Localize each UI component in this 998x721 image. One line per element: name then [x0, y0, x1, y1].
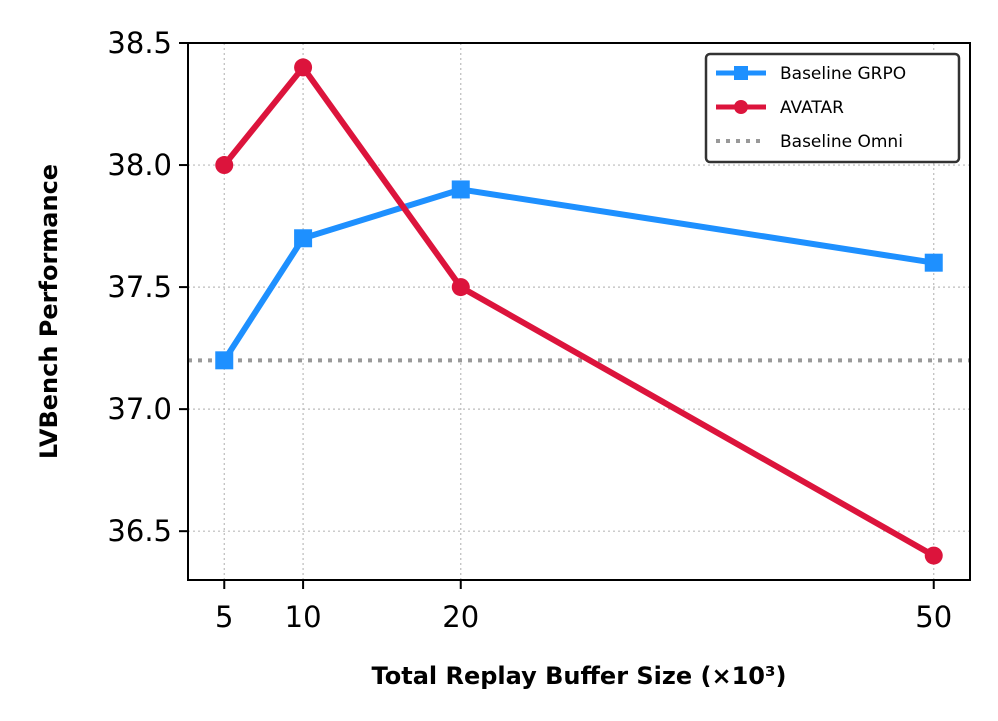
series-line — [221, 64, 937, 559]
data-point — [451, 180, 470, 199]
legend-label: AVATAR — [780, 98, 844, 118]
data-point — [215, 351, 234, 370]
x-tick-label: 20 — [442, 600, 479, 634]
data-point — [924, 253, 943, 272]
y-axis-ticks: 36.5 37.0 37.5 38.0 38.5 — [107, 26, 188, 548]
y-axis-label: LVBench Performance — [35, 164, 63, 459]
y-tick-label: 36.5 — [107, 514, 172, 548]
data-point — [215, 156, 234, 175]
y-tick-label: 37.0 — [107, 392, 172, 426]
x-axis-ticks: 5 10 20 50 — [215, 580, 952, 634]
legend-marker — [734, 66, 748, 80]
x-tick-label: 5 — [215, 600, 233, 634]
series-avatar — [215, 58, 943, 565]
legend-label: Baseline Omni — [780, 132, 903, 152]
series-line — [221, 186, 937, 364]
data-point — [294, 58, 313, 77]
legend: Baseline GRPO AVATAR Baseline Omni — [704, 52, 961, 164]
y-tick-label: 37.5 — [107, 270, 172, 304]
x-tick-label: 50 — [915, 600, 952, 634]
series-lines — [215, 58, 943, 565]
legend-item-baseline-grpo: Baseline GRPO — [716, 64, 906, 84]
legend-marker — [734, 100, 748, 114]
data-point — [451, 278, 470, 297]
data-point — [924, 546, 943, 565]
x-tick-label: 10 — [285, 600, 322, 634]
legend-box — [704, 52, 961, 164]
y-tick-label: 38.0 — [107, 148, 172, 182]
plot-frame — [187, 42, 971, 581]
series-baseline-grpo — [215, 180, 943, 370]
legend-item-avatar: AVATAR — [716, 98, 844, 118]
y-tick-label: 38.5 — [107, 26, 172, 60]
data-point — [294, 229, 313, 248]
x-axis-label: Total Replay Buffer Size (×10³) — [372, 662, 787, 690]
legend-item-baseline-omni: Baseline Omni — [716, 132, 903, 152]
legend-label: Baseline GRPO — [780, 64, 906, 84]
